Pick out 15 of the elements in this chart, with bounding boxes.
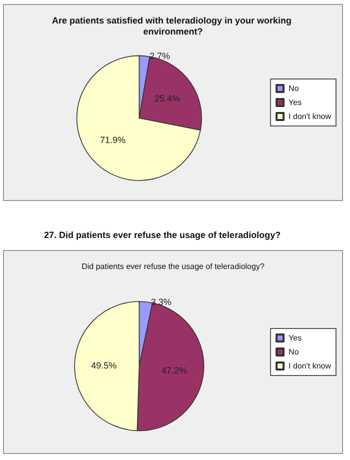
legend-label: I don't know: [288, 362, 332, 370]
chart-title: 27. Did patients ever refuse the usage of teleradiology?: [44, 230, 281, 240]
data-label: 71.9%: [100, 134, 126, 145]
legend-label: No: [288, 348, 300, 356]
legend-label: No: [288, 84, 300, 93]
data-label: 49.5%: [91, 360, 117, 371]
data-label: 25.4%: [154, 94, 180, 104]
chart-subtitle: Did patients ever refuse the usage of teleradiology?: [82, 262, 265, 271]
legend-label: Yes: [288, 334, 302, 342]
legend-label: Yes: [288, 98, 302, 107]
legend-label: I don't know: [288, 112, 332, 121]
chart-title: Are patients satisfied with teleradiology in your working environment?: [52, 16, 294, 36]
data-label: 2.7%: [149, 50, 170, 61]
data-label: 3.3%: [150, 296, 172, 307]
data-label: 47.2%: [162, 365, 188, 376]
